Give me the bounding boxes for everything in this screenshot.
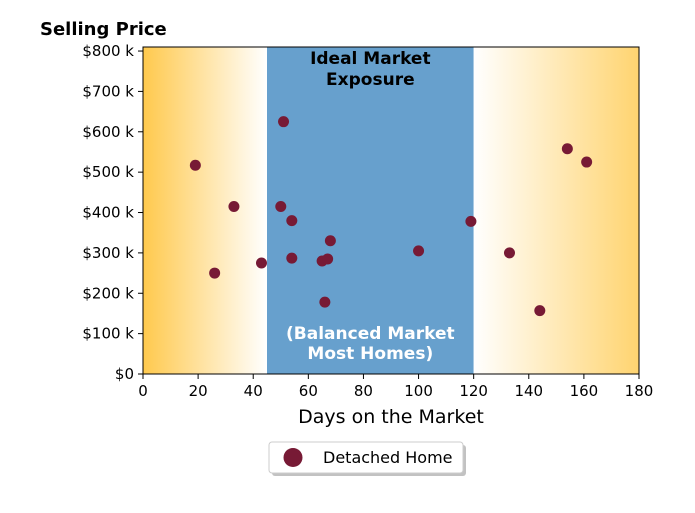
x-tick-label: 80 [354, 382, 373, 400]
data-point [189, 159, 201, 171]
x-tick-label: 100 [404, 382, 433, 400]
data-point [275, 200, 287, 212]
annotation-line: Exposure [326, 70, 415, 90]
x-tick-label: 60 [299, 382, 318, 400]
annotation-line: (Balanced Market [286, 324, 455, 344]
band-right-gradient [473, 47, 639, 374]
data-point [534, 305, 546, 317]
data-point [209, 267, 221, 279]
y-tick-label: $300 k [82, 244, 134, 262]
data-point [255, 257, 267, 269]
x-tick-label: 160 [570, 382, 599, 400]
band-ideal-exposure [267, 47, 474, 374]
y-tick-label: $400 k [82, 204, 134, 222]
annotation-line: Most Homes) [307, 344, 433, 364]
data-point [413, 245, 425, 257]
x-tick-label: 120 [459, 382, 488, 400]
annotation-line: Ideal Market [310, 49, 431, 69]
data-point [278, 116, 290, 128]
legend: Detached Home [268, 441, 466, 476]
y-axis: $0 $100 k $200 k $300 k $400 k $500 k $600 k $7… [82, 42, 143, 383]
y-tick-label: $800 k [82, 42, 134, 60]
data-point [581, 156, 593, 168]
data-point [465, 215, 477, 227]
x-axis: 0 20 40 60 80 100 120 140 160 180 [138, 374, 653, 400]
plot-frame [142, 46, 640, 375]
x-tick-label: 140 [514, 382, 543, 400]
data-point [228, 200, 240, 212]
x-axis-label: Days on the Market [298, 406, 484, 428]
data-point [324, 235, 336, 247]
y-tick-label: $700 k [82, 82, 134, 100]
legend-label: Detached Home [323, 448, 453, 467]
background-bands [143, 47, 639, 374]
data-point [319, 296, 331, 308]
data-points [189, 116, 593, 317]
data-point [286, 252, 298, 264]
x-tick-label: 20 [189, 382, 208, 400]
data-point [322, 253, 334, 265]
y-tick-label: $200 k [82, 284, 134, 302]
y-tick-label: $500 k [82, 163, 134, 181]
x-tick-label: 0 [138, 382, 148, 400]
x-tick-label: 180 [625, 382, 654, 400]
y-tick-label: $600 k [82, 123, 134, 141]
x-tick-label: 40 [244, 382, 263, 400]
y-tick-label: $100 k [82, 325, 134, 343]
chart-title: Selling Price [40, 19, 167, 40]
y-tick-label: $0 [115, 365, 134, 383]
legend-frame [268, 441, 464, 474]
data-point [286, 215, 298, 227]
data-point [503, 247, 515, 259]
legend-marker [283, 448, 303, 467]
band-left-gradient [143, 47, 267, 374]
data-point [561, 143, 573, 155]
